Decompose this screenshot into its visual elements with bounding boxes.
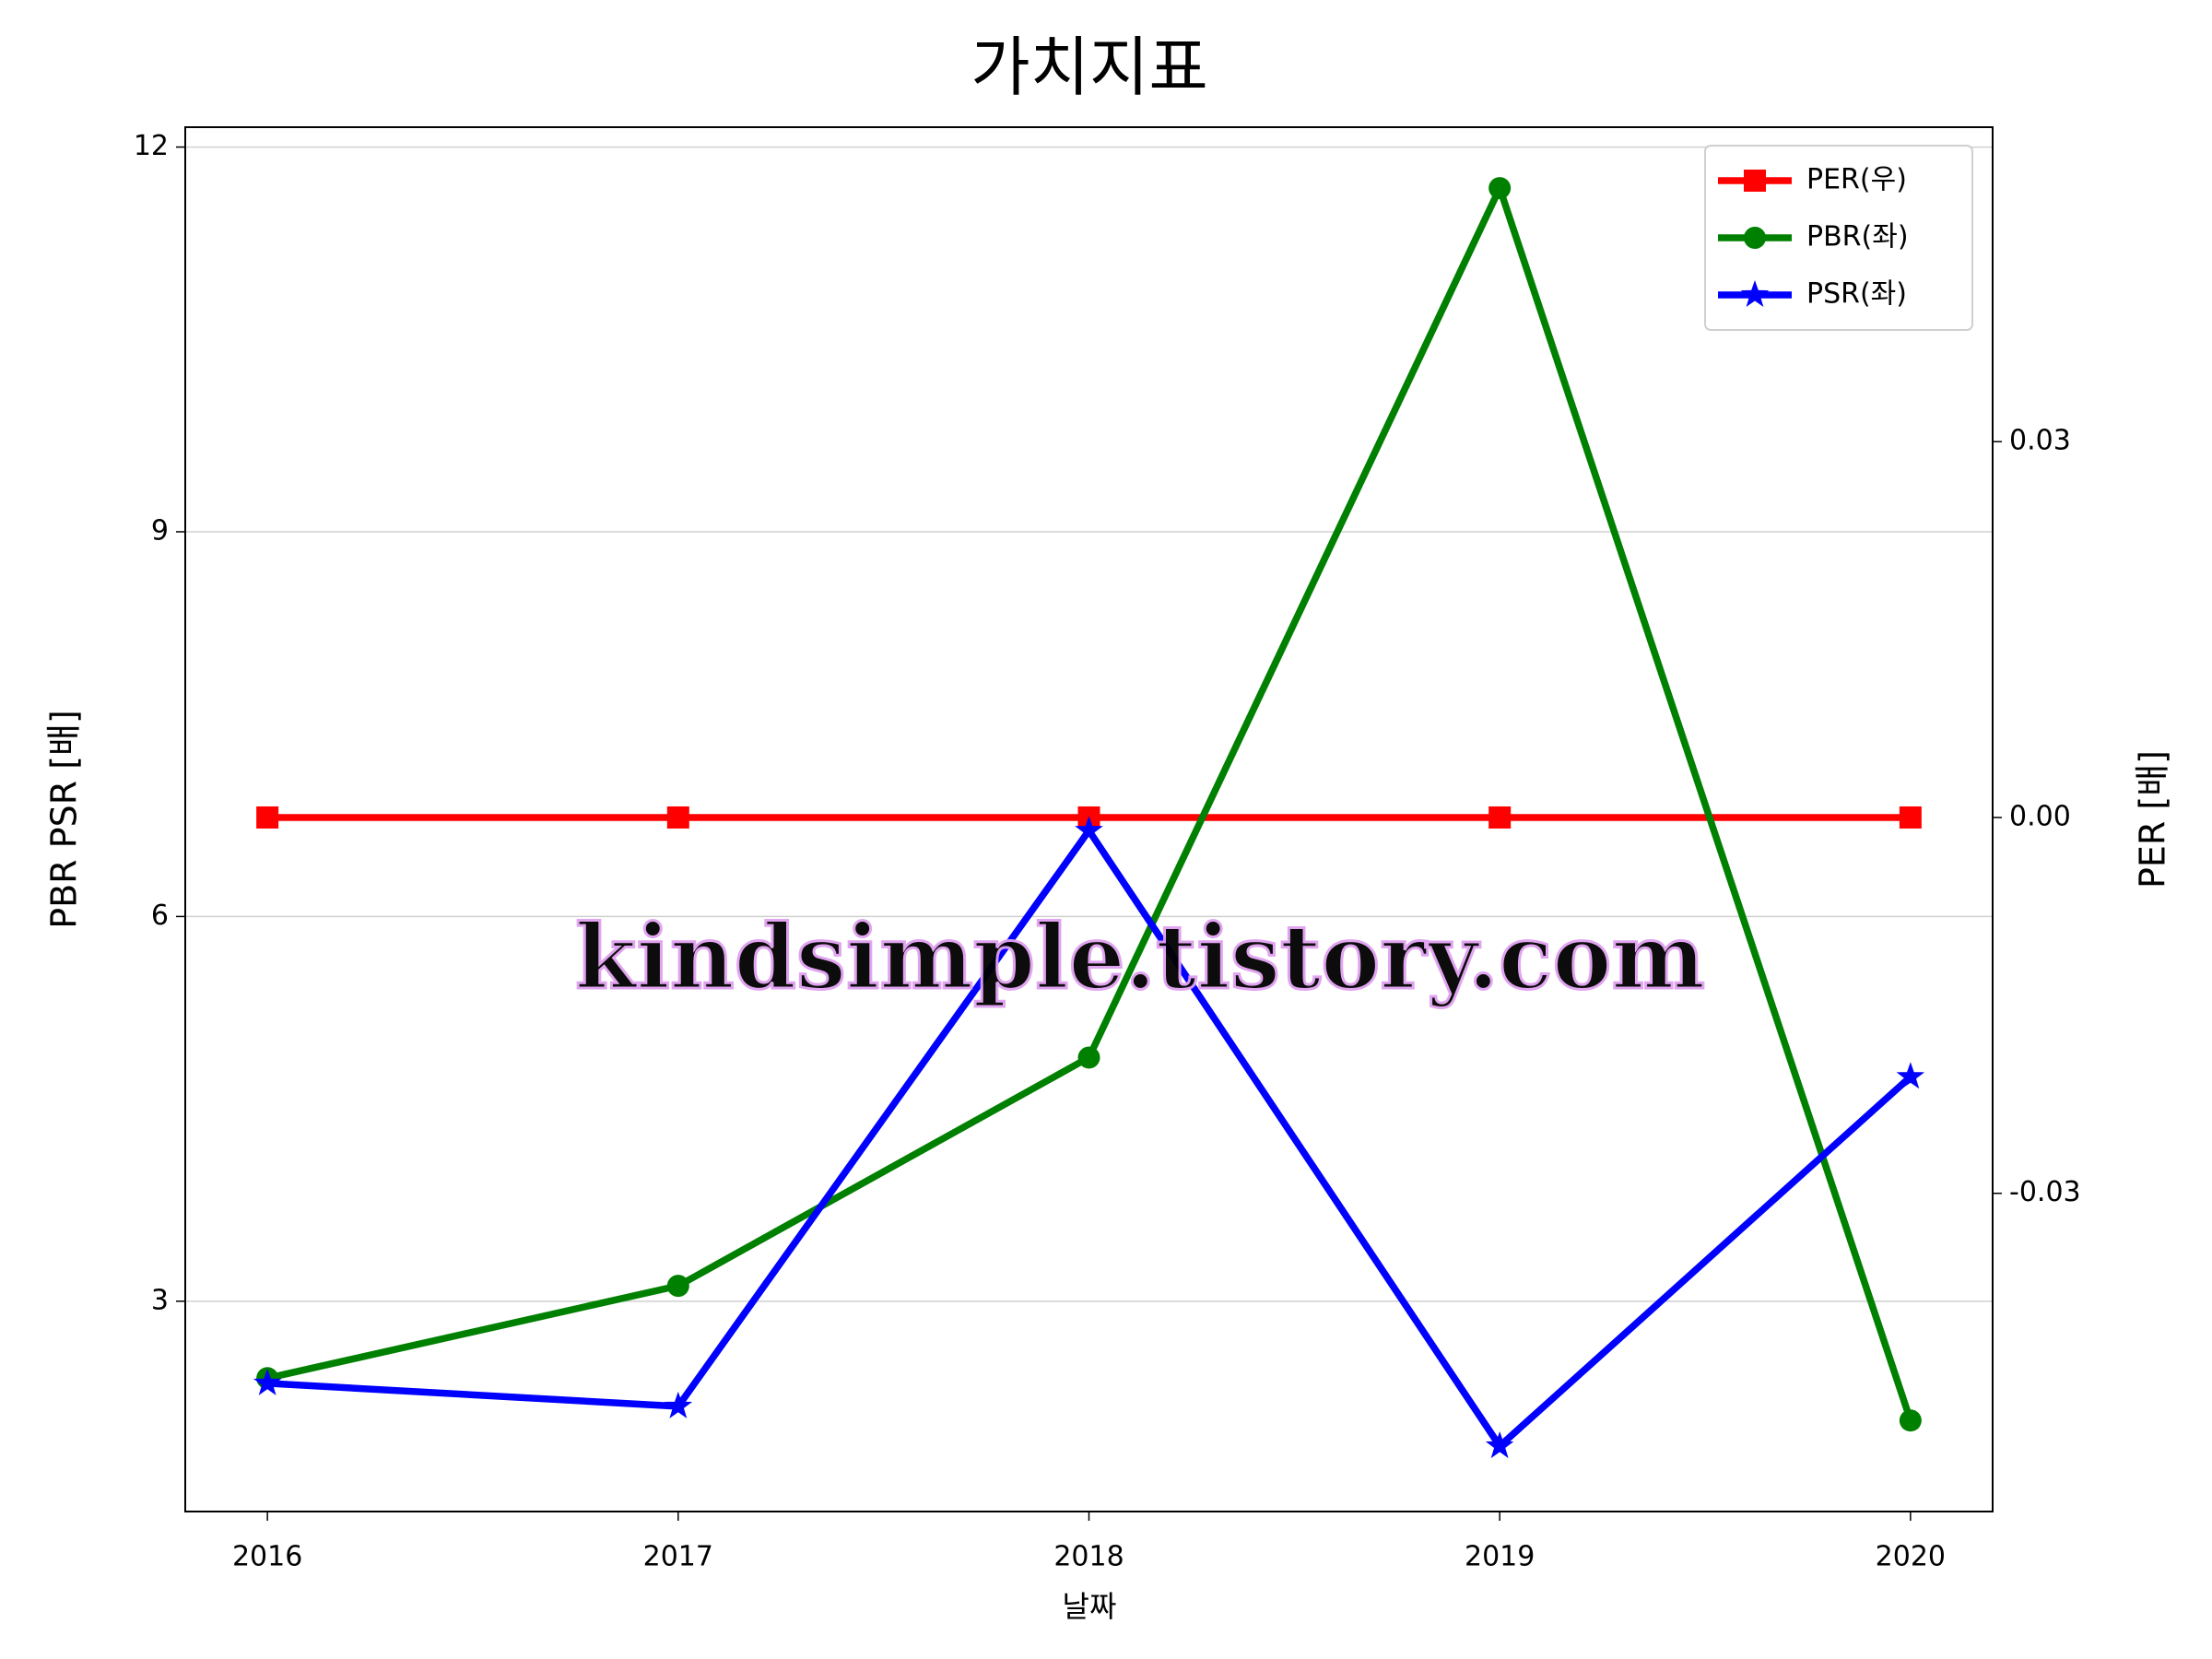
legend-label: PSR(좌) [1806, 278, 1907, 311]
y2-tick-label: -0.03 [2009, 1176, 2081, 1208]
marker [1899, 1409, 1922, 1432]
marker [256, 806, 279, 829]
x-axis-label: 날짜 [1063, 1589, 1117, 1624]
y2-axis-label: PER [배] [2133, 750, 2173, 888]
x-tick-label: 2018 [1053, 1541, 1124, 1573]
plot-frame [184, 126, 1994, 1512]
marker [253, 1368, 282, 1395]
marker [1896, 1062, 1925, 1089]
marker [1488, 806, 1512, 829]
y2-tick-label: 0.00 [2009, 800, 2071, 832]
marker [1075, 816, 1103, 843]
watermark: kindsimple.tistory.com [575, 905, 1705, 1009]
legend-box [1704, 145, 1973, 331]
x-tick-label: 2020 [1876, 1541, 1946, 1573]
legend-label: PBR(좌) [1806, 221, 1909, 253]
marker [666, 806, 689, 829]
y-tick-label: 9 [151, 514, 169, 547]
marker [1740, 279, 1770, 307]
marker [664, 1391, 693, 1418]
y-tick-label: 6 [151, 900, 169, 932]
y2-tick-label: 0.03 [2009, 425, 2071, 457]
y-tick-label: 12 [134, 130, 169, 162]
marker [1077, 1046, 1100, 1069]
marker [1899, 806, 1922, 829]
marker [1485, 1430, 1514, 1459]
chart-title: 가치지표 [971, 29, 1208, 105]
marker [1488, 177, 1512, 200]
x-tick-label: 2017 [643, 1541, 713, 1573]
legend-label: PER(우) [1806, 164, 1907, 196]
x-tick-label: 2016 [232, 1541, 302, 1573]
marker [1744, 170, 1766, 192]
marker [1744, 227, 1766, 249]
x-tick-label: 2019 [1465, 1541, 1535, 1573]
y-tick-label: 3 [151, 1284, 169, 1316]
marker [666, 1275, 689, 1298]
y-axis-label: PBR PSR [배] [44, 710, 85, 929]
